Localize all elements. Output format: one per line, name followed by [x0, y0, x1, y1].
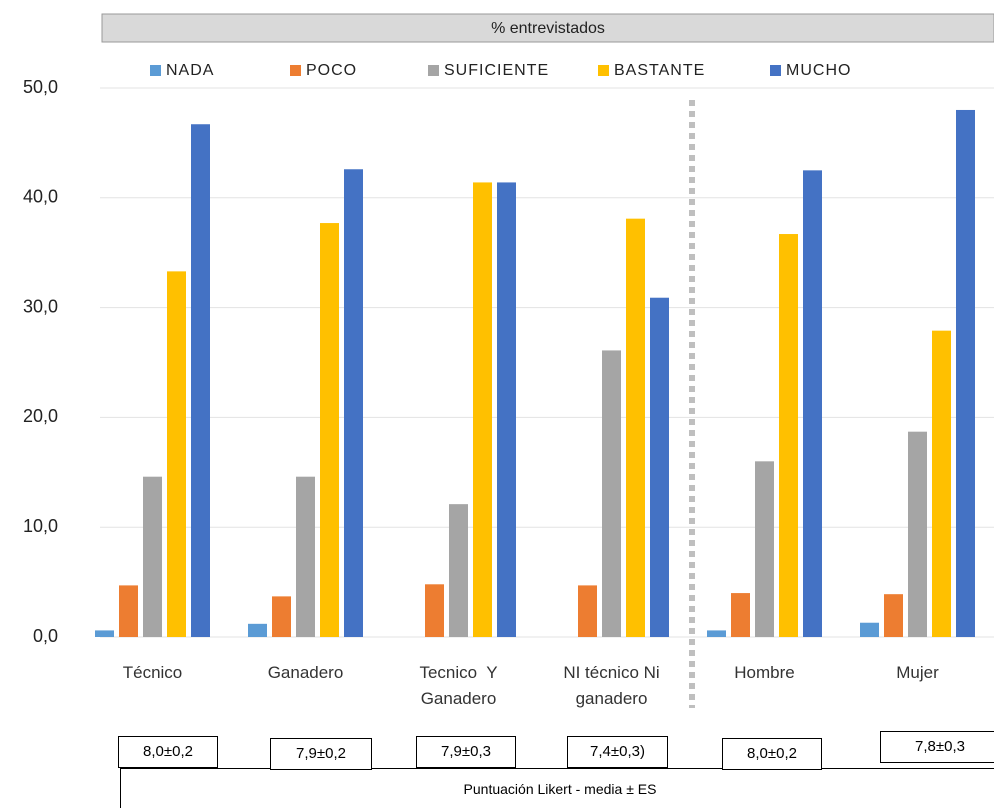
- legend-label: BASTANTE: [614, 62, 705, 79]
- bar: [884, 594, 903, 637]
- likert-box: 8,0±0,2: [722, 738, 822, 770]
- bar: [602, 350, 621, 637]
- bar: [779, 234, 798, 637]
- bar: [707, 630, 726, 637]
- bar: [191, 124, 210, 637]
- legend-label: POCO: [306, 62, 357, 79]
- legend-swatch: [598, 65, 609, 76]
- x-tick-label: Ganadero: [267, 663, 344, 682]
- bar: [860, 622, 879, 637]
- bar: [956, 109, 975, 637]
- legend-swatch: [290, 65, 301, 76]
- bar: [272, 596, 291, 637]
- y-tick-label: 50,0: [23, 77, 58, 97]
- legend-label: SUFICIENTE: [444, 62, 549, 79]
- bar: [320, 223, 339, 637]
- bar: [344, 169, 363, 637]
- x-tick-label: Mujer: [896, 663, 939, 682]
- likert-box: 8,0±0,2: [118, 736, 218, 768]
- bar: [167, 271, 186, 637]
- likert-box: 7,8±0,3: [880, 731, 994, 763]
- bar: [650, 297, 669, 637]
- y-tick-label: 30,0: [23, 296, 58, 316]
- bar: [119, 585, 138, 637]
- likert-box: 7,9±0,2: [270, 738, 372, 770]
- x-tick-label: Hombre: [734, 663, 795, 682]
- likert-box: 7,9±0,3: [416, 736, 516, 768]
- bar: [803, 170, 822, 637]
- bar: [248, 623, 267, 637]
- y-tick-label: 20,0: [23, 406, 58, 426]
- bar: [626, 218, 645, 638]
- legend-swatch: [428, 65, 439, 76]
- legend-swatch: [150, 65, 161, 76]
- bar: [908, 431, 927, 637]
- y-tick-label: 40,0: [23, 187, 58, 207]
- x-tick-label: Tecnico Y Ganadero: [419, 663, 503, 708]
- bar: [95, 630, 114, 637]
- bar: [755, 461, 774, 637]
- bar: [497, 182, 516, 638]
- title-band: [101, 13, 994, 43]
- bar: [425, 584, 444, 637]
- legend-label: NADA: [166, 62, 214, 79]
- chart-title: % entrevistados: [491, 20, 605, 37]
- bar: [449, 504, 468, 637]
- legend-label: MUCHO: [786, 62, 851, 79]
- bar: [143, 476, 162, 637]
- legend-swatch: [770, 65, 781, 76]
- y-tick-label: 10,0: [23, 516, 58, 536]
- bar: [296, 476, 315, 637]
- likert-box: 7,4±0,3): [567, 736, 668, 768]
- x-tick-label: Técnico: [122, 663, 183, 682]
- bar: [578, 585, 597, 637]
- y-tick-label: 0,0: [33, 626, 58, 646]
- bar: [731, 593, 750, 637]
- x-tick-label: NI técnico Ni ganadero: [563, 663, 665, 708]
- bar: [473, 182, 492, 638]
- bar: [932, 330, 951, 637]
